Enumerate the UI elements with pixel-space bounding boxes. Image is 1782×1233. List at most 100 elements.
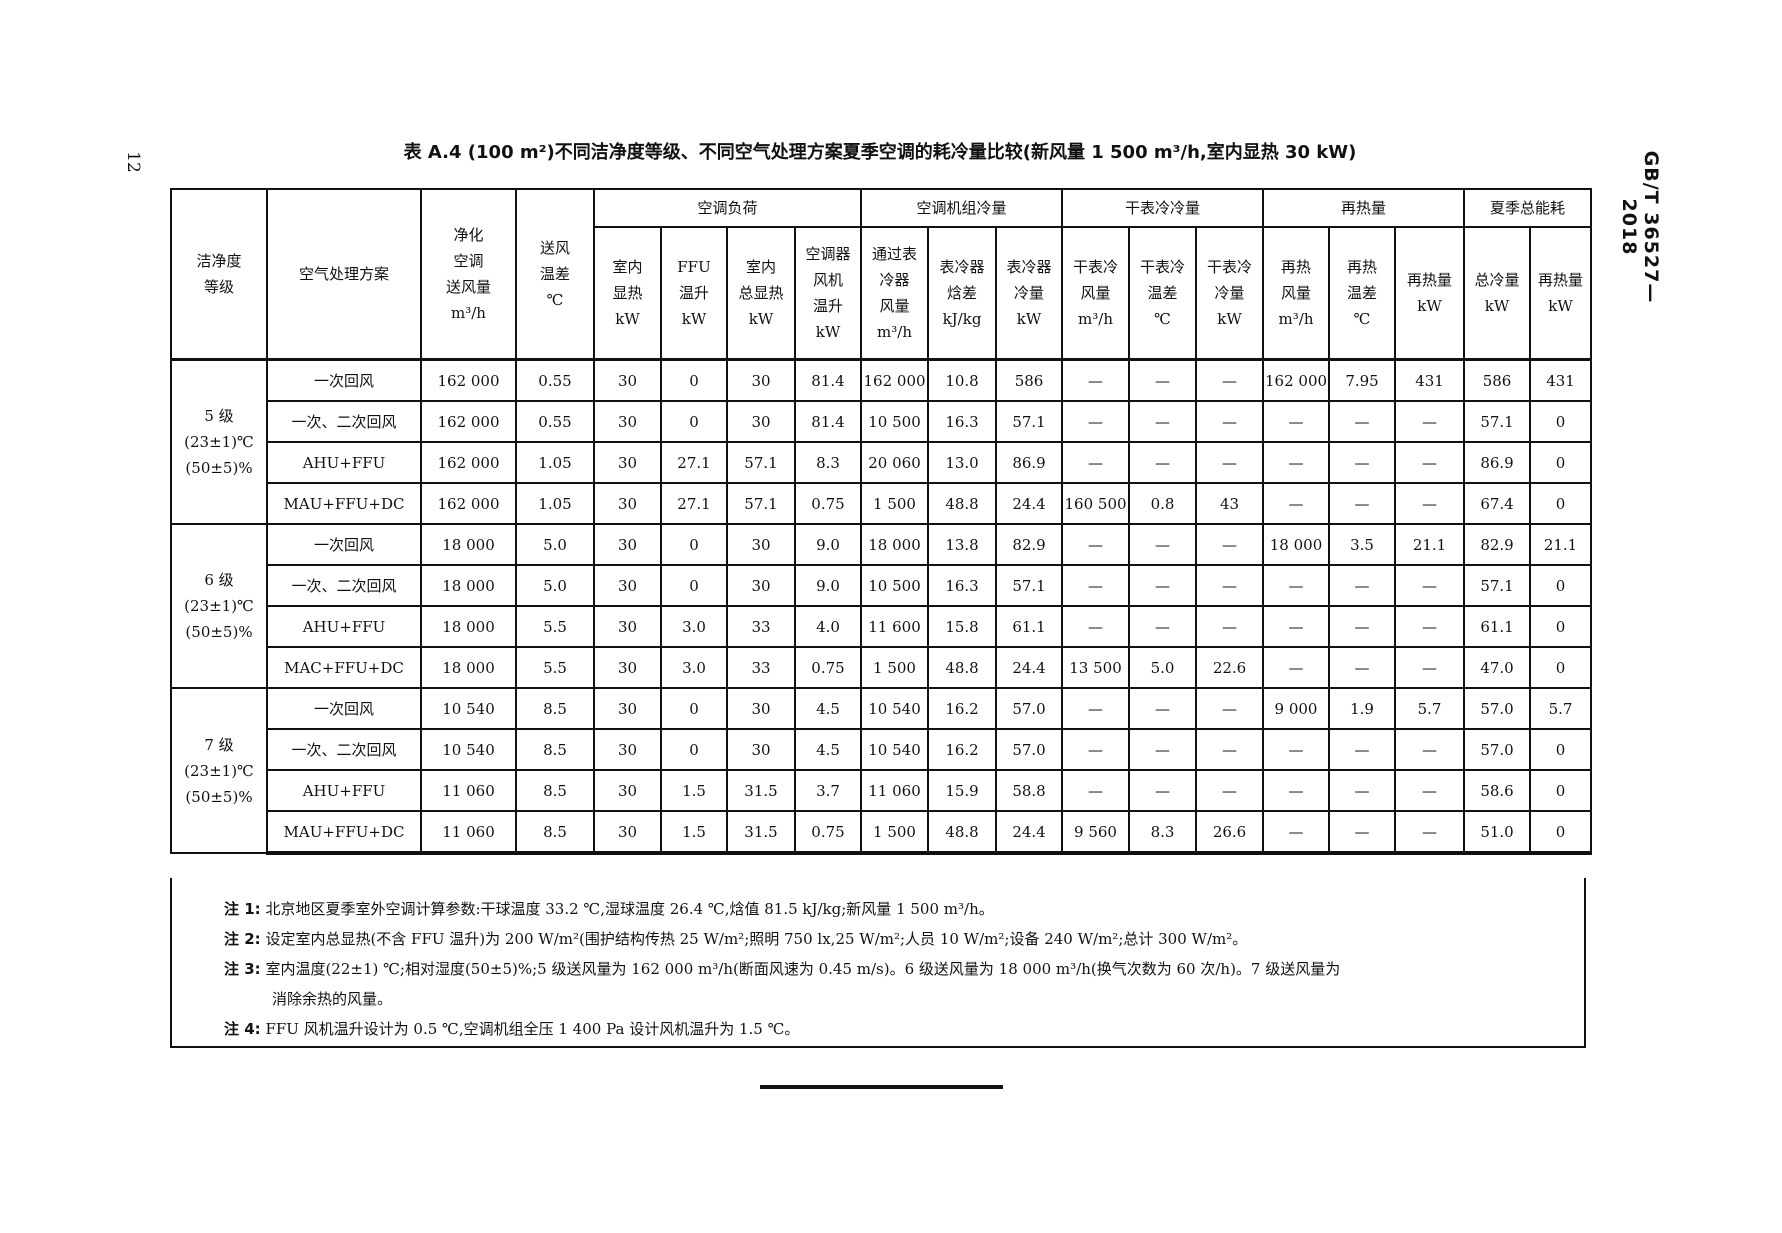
- column-header: 再热量 kW: [1394, 226, 1466, 361]
- note-line: 注 2: 设定室内总显热(不含 FFU 温升)为 200 W/m²(围护结构传热…: [224, 930, 1248, 948]
- value-cell: 58.8: [995, 769, 1064, 812]
- value-cell: 10 540: [420, 687, 517, 730]
- value-cell: 18 000: [420, 564, 517, 607]
- scheme-cell: 一次回风: [266, 523, 422, 566]
- value-cell: 18 000: [420, 523, 517, 566]
- value-cell: 30: [593, 687, 662, 730]
- value-cell: 8.5: [515, 810, 595, 855]
- value-cell: —: [1328, 728, 1397, 771]
- value-cell: —: [1061, 564, 1131, 607]
- cooling-comparison-table: 洁净度 等级 空气处理方案 净化 空调 送风量 m³/h 送风 温差 ℃ 空调负荷 空调机组冷量 干表冷…: [170, 188, 1593, 855]
- value-cell: 57.0: [1463, 728, 1532, 771]
- value-cell: 5.0: [1128, 646, 1198, 689]
- value-cell: 30: [593, 810, 662, 855]
- value-cell: 51.0: [1463, 810, 1532, 855]
- value-cell: 86.9: [995, 441, 1064, 484]
- scheme-cell: MAC+FFU+DC: [266, 646, 422, 689]
- value-cell: 30: [593, 728, 662, 771]
- value-cell: 57.1: [1463, 564, 1532, 607]
- value-cell: 162 000: [1262, 358, 1331, 402]
- value-cell: 1 500: [860, 646, 930, 689]
- value-cell: 18 000: [420, 605, 517, 648]
- value-cell: 0.75: [793, 810, 863, 855]
- column-header: 再热量 kW: [1529, 226, 1593, 361]
- value-cell: —: [1328, 564, 1397, 607]
- value-cell: 0.55: [515, 400, 595, 443]
- scheme-cell: 一次、二次回风: [266, 564, 422, 607]
- value-cell: 8.3: [1128, 810, 1198, 855]
- value-cell: 30: [726, 687, 796, 730]
- value-cell: 0: [1529, 810, 1593, 855]
- value-cell: 61.1: [995, 605, 1064, 648]
- value-cell: —: [1195, 687, 1265, 730]
- value-cell: —: [1328, 810, 1397, 855]
- value-cell: —: [1394, 769, 1466, 812]
- value-cell: —: [1262, 400, 1331, 443]
- value-cell: 8.3: [793, 441, 863, 484]
- value-cell: 30: [726, 400, 796, 443]
- value-cell: 162 000: [420, 482, 517, 525]
- column-header: 再热 温差 ℃: [1328, 226, 1397, 361]
- value-cell: 162 000: [420, 400, 517, 443]
- header-group-row: 洁净度 等级 空气处理方案 净化 空调 送风量 m³/h 送风 温差 ℃ 空调负荷 空调机组冷量 干表冷…: [170, 188, 1593, 361]
- value-cell: 30: [726, 358, 796, 402]
- value-cell: 3.7: [793, 769, 863, 812]
- value-cell: —: [1394, 441, 1466, 484]
- value-cell: 0: [1529, 605, 1593, 648]
- value-cell: 0: [1529, 564, 1593, 607]
- value-cell: 18 000: [1262, 523, 1331, 566]
- value-cell: —: [1061, 605, 1131, 648]
- value-cell: 1.5: [660, 810, 728, 855]
- scheme-cell: 一次回风: [266, 687, 422, 730]
- value-cell: —: [1394, 646, 1466, 689]
- value-cell: 3.5: [1328, 523, 1397, 566]
- value-cell: 26.6: [1195, 810, 1265, 855]
- value-cell: —: [1394, 482, 1466, 525]
- value-cell: 16.2: [927, 687, 998, 730]
- value-cell: 1.5: [660, 769, 728, 812]
- value-cell: —: [1262, 605, 1331, 648]
- value-cell: 57.0: [995, 728, 1064, 771]
- value-cell: 586: [1463, 358, 1532, 402]
- value-cell: —: [1061, 358, 1131, 402]
- value-cell: 11 060: [420, 810, 517, 855]
- value-cell: —: [1195, 605, 1265, 648]
- value-cell: —: [1328, 769, 1397, 812]
- value-cell: 162 000: [420, 358, 517, 402]
- value-cell: 24.4: [995, 810, 1064, 855]
- value-cell: 47.0: [1463, 646, 1532, 689]
- value-cell: 1.05: [515, 441, 595, 484]
- table-row: MAC+FFU+DC 18 000 5.5 30 3.0 33 0.75 1 500 48.8 2…: [171, 646, 1593, 689]
- value-cell: 30: [593, 564, 662, 607]
- page-number: 12: [122, 151, 143, 173]
- value-cell: —: [1128, 358, 1198, 402]
- value-cell: —: [1128, 769, 1198, 812]
- value-cell: 0: [1529, 646, 1593, 689]
- value-cell: —: [1394, 400, 1466, 443]
- scheme-cell: 一次、二次回风: [266, 400, 422, 443]
- value-cell: —: [1394, 605, 1466, 648]
- column-header: 干表冷 冷量 kW: [1195, 226, 1265, 361]
- value-cell: 24.4: [995, 646, 1064, 689]
- value-cell: 1.05: [515, 482, 595, 525]
- note-label: 注 1:: [224, 900, 261, 918]
- value-cell: 48.8: [927, 482, 998, 525]
- value-cell: —: [1061, 441, 1131, 484]
- note-line: 注 3: 室内温度(22±1) ℃;相对湿度(50±5)%;5 级送风量为 16…: [224, 960, 1341, 978]
- value-cell: 57.1: [726, 441, 796, 484]
- value-cell: 57.1: [1463, 400, 1532, 443]
- value-cell: —: [1128, 687, 1198, 730]
- value-cell: 8.5: [515, 769, 595, 812]
- value-cell: 30: [593, 646, 662, 689]
- value-cell: 30: [593, 605, 662, 648]
- value-cell: 0: [660, 687, 728, 730]
- value-cell: 16.3: [927, 564, 998, 607]
- value-cell: —: [1195, 358, 1265, 402]
- column-group-header: 干表冷冷量: [1061, 188, 1265, 228]
- value-cell: 82.9: [995, 523, 1064, 566]
- value-cell: 5.0: [515, 523, 595, 566]
- value-cell: 4.5: [793, 687, 863, 730]
- table-row: MAU+FFU+DC 162 000 1.05 30 27.1 57.1 0.75 1 500…: [171, 482, 1593, 525]
- column-group-header: 空调负荷: [592, 188, 863, 228]
- value-cell: —: [1262, 769, 1331, 812]
